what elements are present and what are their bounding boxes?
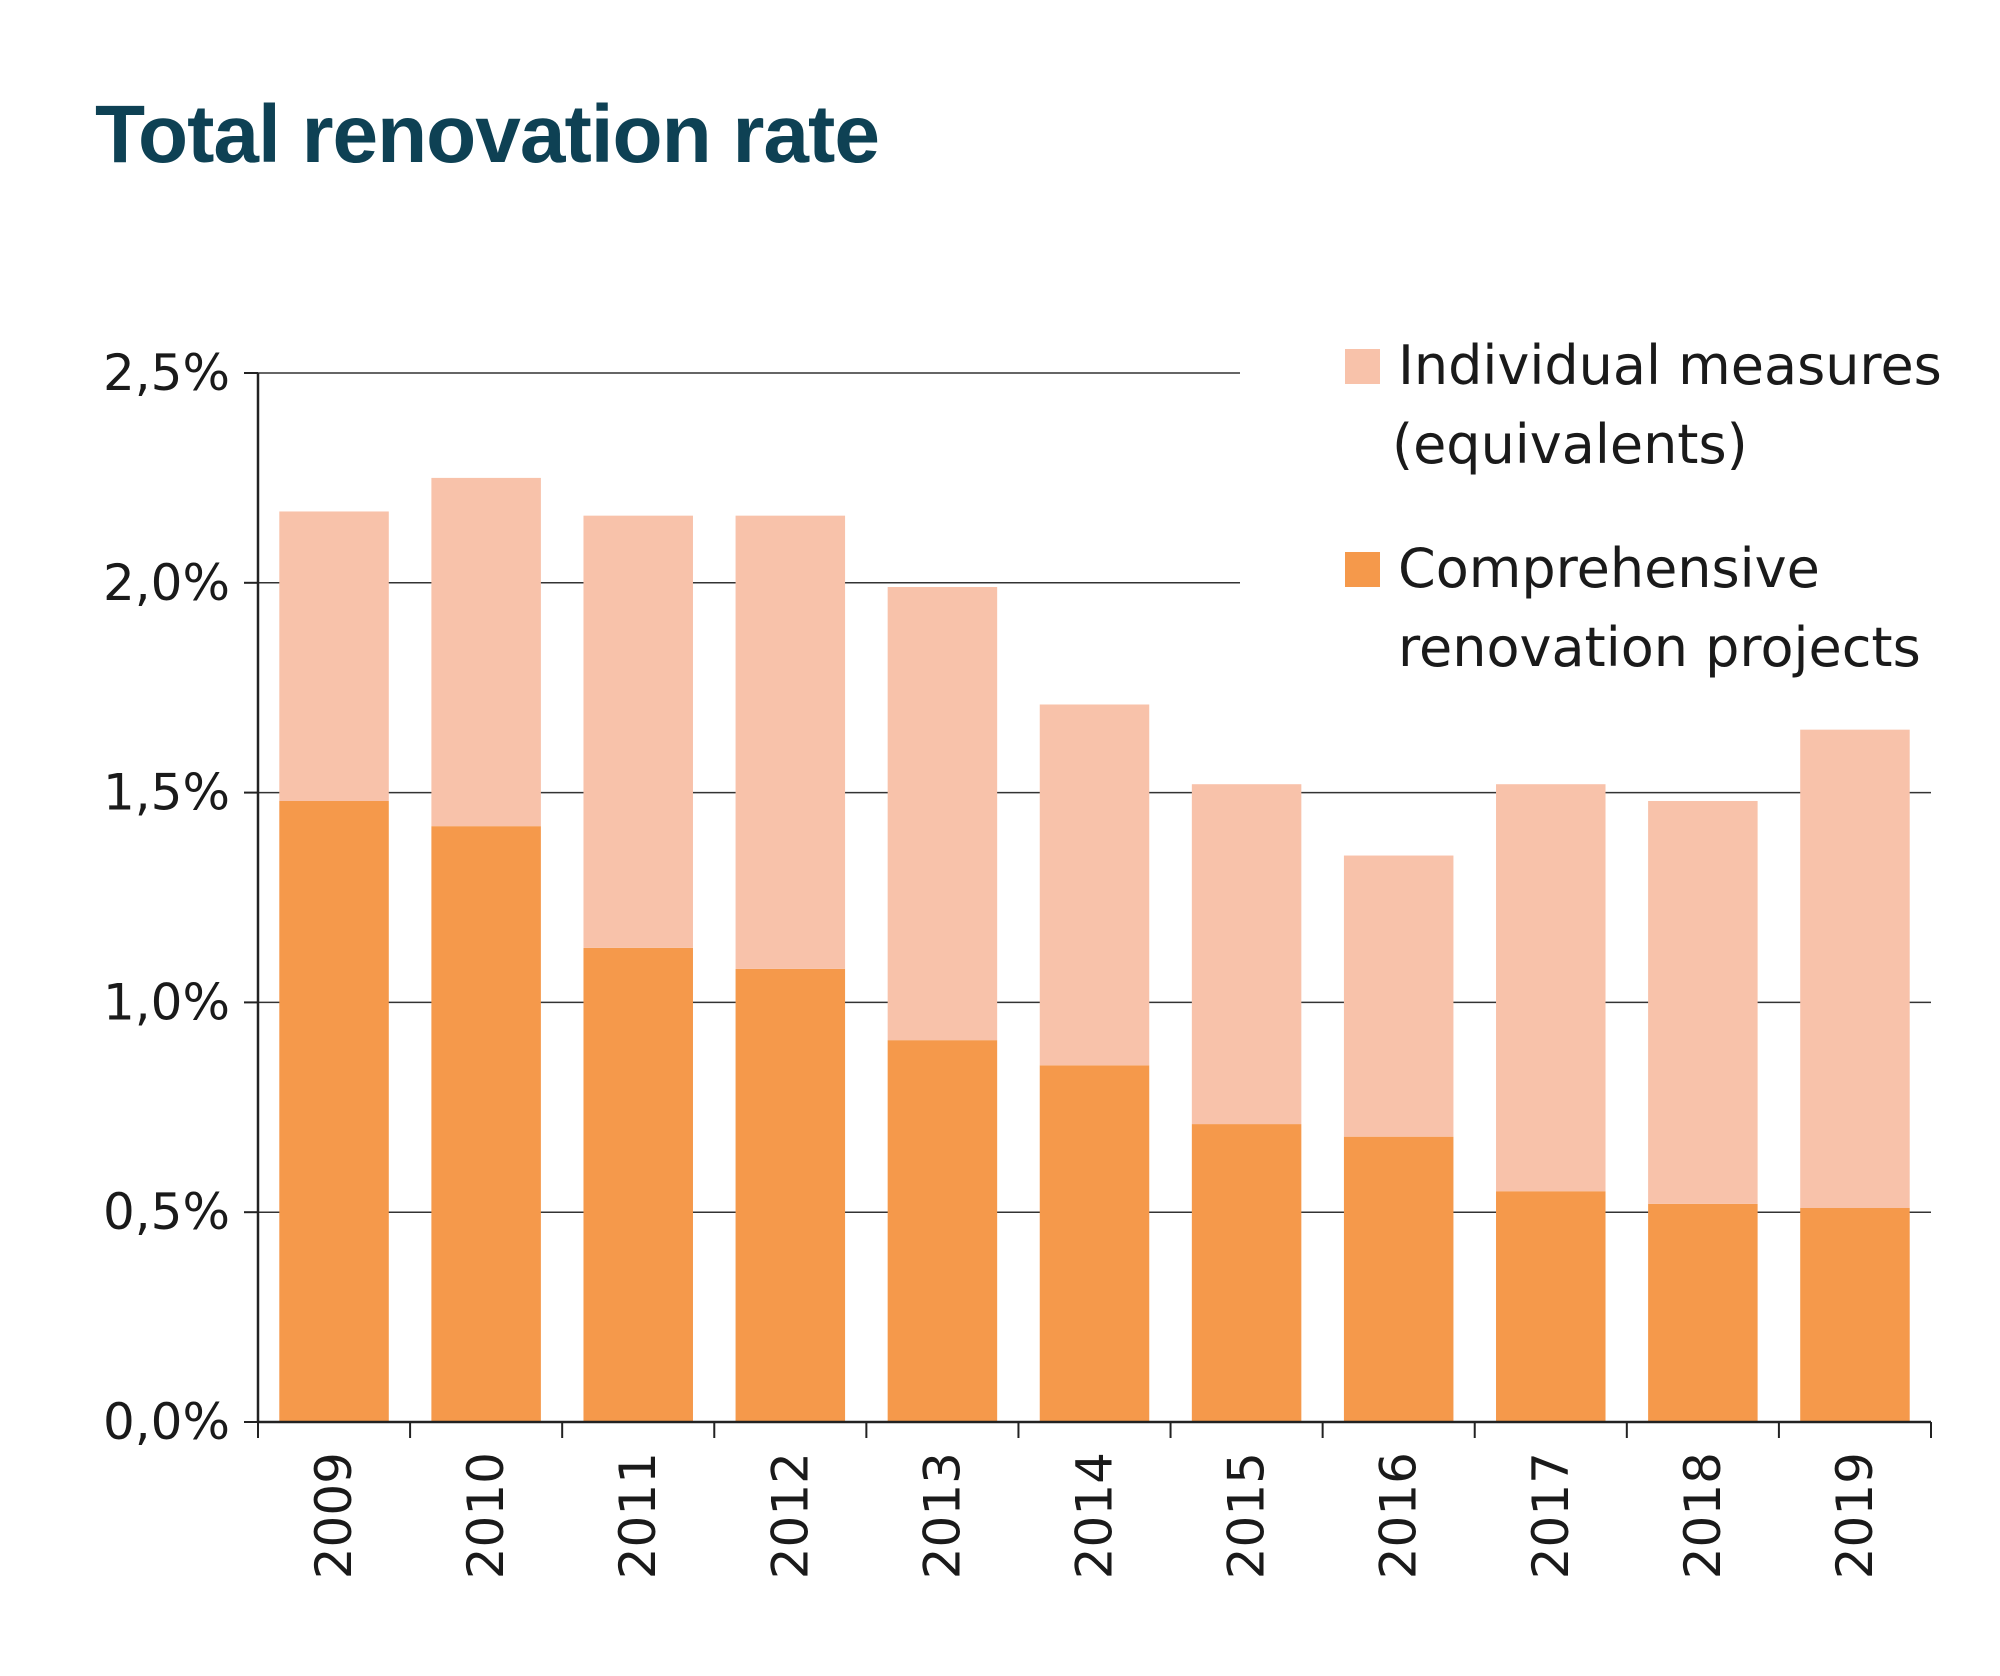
legend-label: renovation projects (1398, 616, 1921, 679)
y-tick-label: 1,0% (103, 973, 230, 1031)
x-tick-label: 2014 (1066, 1452, 1124, 1579)
bar-segment (1496, 784, 1606, 1192)
legend-label: (equivalents) (1392, 413, 1748, 476)
y-tick-label: 2,0% (103, 554, 230, 612)
bar-segment (887, 586, 998, 1041)
y-tick-label: 0,5% (103, 1183, 230, 1241)
y-tick-label: 2,5% (103, 344, 230, 402)
x-tick-label: 2017 (1522, 1452, 1580, 1579)
bar-segment (1800, 1208, 1910, 1422)
x-tick-label: 2012 (761, 1452, 819, 1579)
bar-segment (1039, 704, 1150, 1066)
bar-segment (431, 477, 541, 827)
bars (279, 477, 1910, 1422)
bar-segment (735, 968, 846, 1422)
bar-segment (1039, 1065, 1150, 1422)
x-tick-label: 2015 (1218, 1452, 1276, 1579)
bar-segment (1496, 1191, 1606, 1422)
bar-segment (1191, 1124, 1302, 1422)
x-tick-label: 2011 (609, 1452, 667, 1579)
x-tick-label: 2010 (457, 1452, 515, 1579)
x-tick-label: 2013 (913, 1452, 971, 1579)
legend-swatch (1345, 552, 1380, 587)
bar-segment (583, 515, 693, 948)
bar-segment (1648, 800, 1758, 1204)
bar-segment (1343, 1136, 1454, 1422)
y-tick-label: 0,0% (103, 1393, 230, 1451)
x-tick-label: 2009 (305, 1452, 363, 1579)
bar-segment (1648, 1203, 1758, 1422)
legend-label: Individual measures (1398, 334, 1942, 397)
bar-segment (735, 515, 846, 969)
x-tick-label: 2018 (1674, 1452, 1732, 1579)
legend-swatch (1345, 349, 1380, 384)
x-tick-label: 2019 (1826, 1452, 1884, 1579)
bar-segment (887, 1040, 998, 1422)
bar-segment (1343, 855, 1454, 1137)
x-tick-label: 2016 (1370, 1452, 1428, 1579)
bar-segment (583, 947, 693, 1422)
bar-segment (431, 826, 541, 1422)
y-tick-label: 1,5% (103, 764, 230, 822)
bar-segment (1191, 784, 1302, 1125)
legend-label: Comprehensive (1398, 537, 1820, 600)
bar-segment (1800, 729, 1910, 1209)
chart-title: Total renovation rate (95, 89, 880, 180)
axes: 0,0% 0,5% 1,0% 1,5% 2,0% 2,5% 2009 2010 2011 2012… (103, 344, 1932, 1579)
bar-segment (279, 800, 389, 1422)
bar-segment (279, 511, 389, 801)
legend: Individual measures (equivalents) Comprehe… (1345, 334, 1942, 679)
